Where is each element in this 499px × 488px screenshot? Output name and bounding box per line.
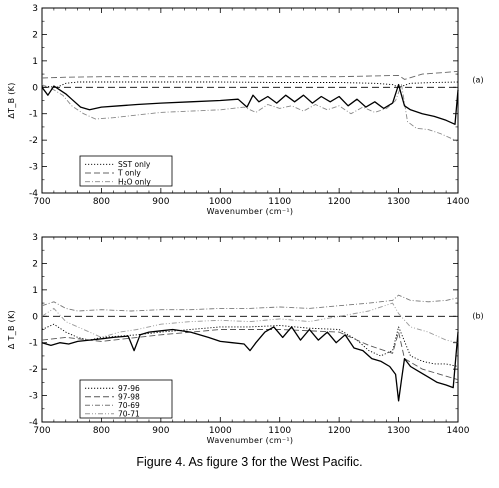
y-tick-label: -1 (29, 339, 38, 349)
y-tick-label: -4 (29, 418, 38, 428)
x-tick-label: 900 (152, 426, 169, 436)
y-tick-label: 0 (32, 83, 38, 93)
x-tick-label: 1300 (387, 426, 410, 436)
legend-entry: 70-69 (118, 401, 140, 410)
panel-b: 700 800 900 1000 1100 1200 1300 1400 -4 -3 -2 -1 0 1 2… (7, 233, 484, 445)
y-tick-label: -2 (29, 136, 38, 146)
legend-entry: 97-98 (118, 392, 140, 401)
y-tick-label: 3 (32, 233, 38, 243)
x-tick-label: 1400 (447, 426, 470, 436)
legend-entry: 97-96 (118, 384, 140, 393)
x-tick-label: 700 (33, 426, 50, 436)
x-tick-label: 1200 (328, 197, 351, 207)
series-line-total (41, 326, 459, 402)
figure-caption: Figure 4. As figure 3 for the West Pacif… (136, 455, 363, 469)
series-line-70-69 (41, 294, 459, 312)
panel-tag: (b) (472, 311, 483, 320)
y-tick-label: 2 (32, 259, 38, 269)
x-axis-label: Wavenumber (cm⁻¹) (207, 207, 294, 216)
x-tick-label: 1100 (268, 197, 291, 207)
y-tick-label: 1 (32, 286, 38, 296)
y-tick-label: 1 (32, 57, 38, 67)
y-tick-label: -4 (29, 189, 38, 199)
series-line-h-o-only (41, 84, 459, 142)
legend-entry: 70-71 (118, 409, 140, 418)
x-tick-label: 1000 (209, 426, 232, 436)
series-line-total (41, 83, 459, 125)
y-tick-label: -3 (29, 392, 38, 402)
legend-entry: SST only (118, 160, 151, 169)
series-line-97-96 (41, 323, 459, 367)
y-axis-label: Δ T_B (K) (7, 310, 16, 349)
x-tick-label: 1400 (447, 197, 470, 207)
x-tick-label: 1200 (328, 426, 351, 436)
y-tick-label: -2 (29, 365, 38, 375)
panel-tag: (a) (472, 75, 483, 84)
series-line-97-98 (41, 329, 459, 381)
x-axis-label: Wavenumber (cm⁻¹) (207, 436, 294, 445)
x-tick-label: 800 (93, 426, 110, 436)
y-tick-label: 3 (32, 4, 38, 14)
panel-a: 700 800 900 1000 1100 1200 1300 1400 -4 -3 -2 -1 0 1 2… (7, 4, 484, 216)
legend-entry: T only (117, 169, 141, 178)
x-tick-label: 700 (33, 197, 50, 207)
x-tick-label: 1100 (268, 426, 291, 436)
series-line-t-only (41, 70, 459, 80)
series-line-sst-only (41, 81, 459, 88)
x-tick-label: 1300 (387, 197, 410, 207)
y-tick-label: 2 (32, 30, 38, 40)
y-tick-label: 0 (32, 312, 38, 322)
y-axis-label: ΔT_B (K) (7, 82, 16, 118)
x-tick-label: 1000 (209, 197, 232, 207)
y-tick-label: -1 (29, 110, 38, 120)
x-tick-label: 900 (152, 197, 169, 207)
legend-box (79, 155, 173, 187)
x-tick-label: 800 (93, 197, 110, 207)
legend-entry: H₂O only (118, 177, 151, 186)
series-line-70-71 (41, 302, 459, 344)
y-tick-label: -3 (29, 163, 38, 173)
legend-box (79, 379, 173, 419)
